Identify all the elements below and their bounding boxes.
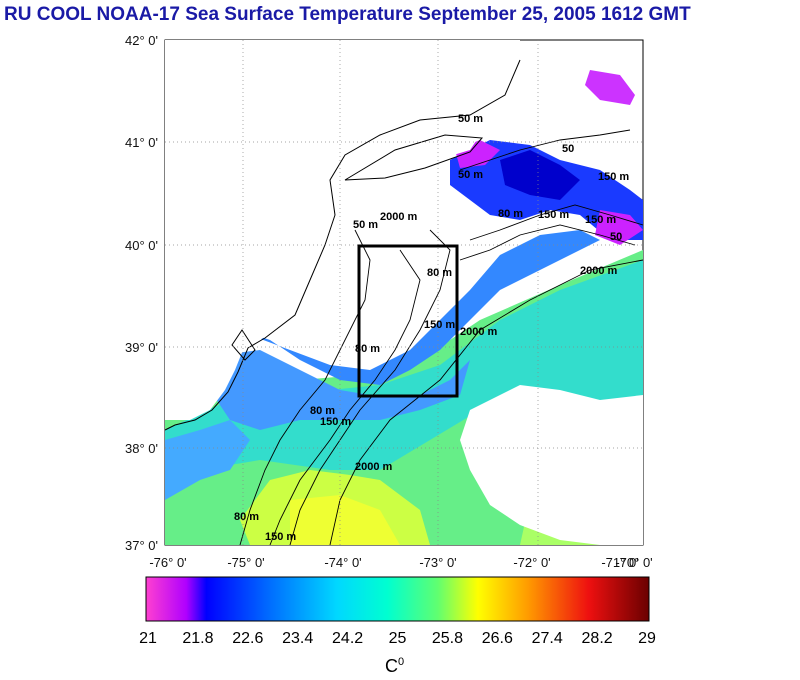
contour-label: 80 m	[355, 343, 380, 355]
contour-label: 50 m	[458, 113, 483, 125]
lat-label: 40° 0'	[125, 238, 158, 253]
lon-label: -75° 0'	[227, 555, 264, 570]
lon-label: -73° 0'	[419, 555, 456, 570]
lon-label: -72° 0'	[513, 555, 550, 570]
colorbar-tick: 21	[139, 630, 157, 647]
contour-label: 80 m	[427, 267, 452, 279]
colorbar	[145, 576, 650, 622]
contour-label: 150 m	[538, 209, 569, 221]
lat-label: 38° 0'	[125, 441, 158, 456]
contour-label: 150 m	[424, 319, 455, 331]
lat-label: 41° 0'	[125, 135, 158, 150]
long-island-outline	[344, 134, 484, 181]
coastline	[164, 59, 521, 431]
contour-label: 80 m	[498, 208, 523, 220]
contour-label: 2000 m	[380, 211, 418, 223]
contour-label: 80 m	[310, 405, 335, 417]
colorbar-tick-labels: 21 21.8 22.6 23.4 24.2 25 25.8 26.6 27.4 28.2 29	[0, 630, 800, 650]
map-title: RU COOL NOAA-17 Sea Surface Temperature …	[4, 4, 691, 25]
colorbar-tick: 25.8	[431, 630, 463, 647]
contour-label: 150 m	[585, 214, 616, 226]
contour-label: 2000 m	[355, 461, 393, 473]
contour-label: 150 m	[598, 171, 629, 183]
contour-label: 50 m	[458, 169, 483, 181]
lat-label: 42° 0'	[125, 33, 158, 48]
contour-label: 50	[610, 231, 622, 243]
colorbar-tick: 23.4	[282, 630, 314, 647]
colorbar-unit: C0	[385, 656, 405, 676]
contour-label: 50 m	[353, 219, 378, 231]
lat-label: 37° 0'	[125, 538, 158, 553]
colorbar-tick: 28.2	[581, 630, 613, 647]
contour-label: 80 m	[234, 511, 259, 523]
lon-label: -70° 0'	[615, 555, 652, 570]
colorbar-tick: 21.8	[182, 630, 214, 647]
colorbar-tick: 27.4	[531, 630, 563, 647]
lon-label: -76° 0'	[149, 555, 186, 570]
study-area-box	[357, 244, 459, 398]
colorbar-tick: 26.6	[481, 630, 513, 647]
lon-label: -71° 0'	[601, 555, 638, 570]
contour-label: 50	[562, 143, 574, 155]
contour-label: 150 m	[265, 531, 296, 543]
lat-label: 39° 0'	[125, 340, 158, 355]
contour-label: 150 m	[320, 416, 351, 428]
contour-label: 2000 m	[460, 326, 498, 338]
lon-label: -74° 0'	[324, 555, 361, 570]
contour-label: 2000 m	[580, 265, 618, 277]
colorbar-tick: 29	[638, 630, 656, 647]
colorbar-tick: 25	[388, 630, 407, 647]
graticule	[165, 40, 643, 545]
colorbar-tick: 22.6	[232, 630, 264, 647]
colorbar-tick: 24.2	[332, 630, 364, 647]
